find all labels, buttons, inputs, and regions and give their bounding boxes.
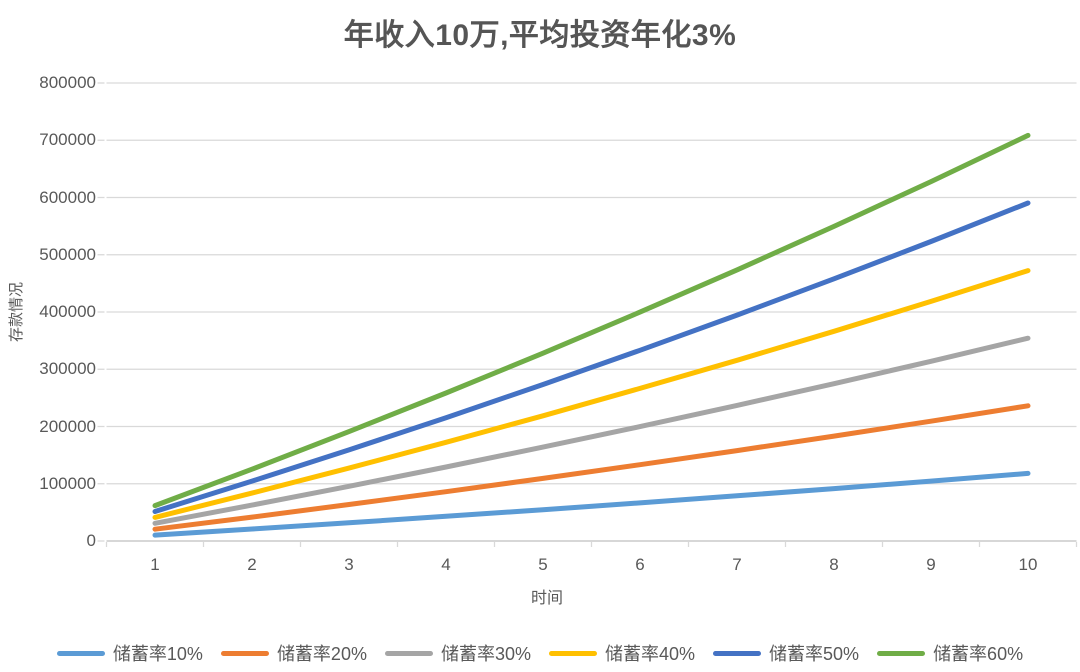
- series-line-储蓄率20%: [152, 403, 1031, 532]
- legend-entry: 储蓄率40%: [549, 640, 695, 666]
- x-tick-label: 9: [926, 555, 936, 574]
- x-axis-title: 时间: [530, 590, 563, 607]
- y-tick-label: 700000: [39, 130, 96, 150]
- legend-entry: 储蓄率50%: [713, 640, 859, 666]
- y-tick-label: 0: [86, 531, 96, 550]
- x-tick-label: 10: [1018, 555, 1038, 574]
- legend-line-swatch: [384, 650, 433, 656]
- x-tick-label: 7: [732, 555, 742, 574]
- y-tick-label: 800000: [39, 73, 96, 92]
- legend-line-swatch: [220, 650, 269, 656]
- legend-label: 储蓄率10%: [112, 644, 203, 664]
- y-axis-title: 存款情况: [8, 282, 25, 343]
- y-tick-label: 600000: [39, 187, 96, 207]
- legend-label: 储蓄率30%: [440, 644, 531, 664]
- x-tick-label: 3: [344, 555, 354, 574]
- legend-entry: 储蓄率20%: [220, 640, 367, 666]
- legend: 储蓄率10% 储蓄率20% 储蓄率30% 储蓄率40% 储蓄率50% 储蓄率60%: [0, 640, 1080, 666]
- y-tick-label: 400000: [39, 302, 96, 321]
- series-line-储蓄率40%: [152, 268, 1031, 520]
- y-tick-label: 300000: [39, 359, 96, 379]
- y-tick-label: 100000: [39, 473, 96, 493]
- x-tick-label: 8: [829, 555, 839, 574]
- y-tick-label: 200000: [39, 416, 96, 436]
- x-tick-label: 2: [247, 555, 257, 574]
- series-line-储蓄率30%: [152, 335, 1031, 526]
- x-tick-label: 4: [441, 555, 451, 574]
- x-tick-label: 1: [150, 555, 160, 574]
- legend-label: 储蓄率60%: [933, 644, 1024, 664]
- series-line-储蓄率60%: [152, 132, 1031, 509]
- x-tick-label: 5: [538, 555, 548, 574]
- legend-label: 储蓄率20%: [276, 644, 367, 664]
- x-tick-label: 6: [635, 555, 645, 574]
- y-tick-label: 500000: [39, 244, 96, 264]
- legend-line-swatch: [56, 650, 105, 656]
- series-line-储蓄率10%: [152, 470, 1031, 538]
- legend-label: 储蓄率40%: [605, 644, 696, 664]
- legend-entry: 储蓄率60%: [877, 640, 1023, 666]
- legend-entry: 储蓄率10%: [56, 640, 203, 666]
- legend-line-swatch: [713, 650, 762, 656]
- series-line-储蓄率50%: [152, 200, 1031, 514]
- legend-entry: 储蓄率30%: [384, 640, 531, 666]
- chart-title: 年收入10万,平均投资年化3%: [343, 19, 737, 52]
- legend-line-swatch: [549, 650, 597, 656]
- legend-line-swatch: [877, 650, 926, 656]
- legend-label: 储蓄率50%: [769, 644, 860, 664]
